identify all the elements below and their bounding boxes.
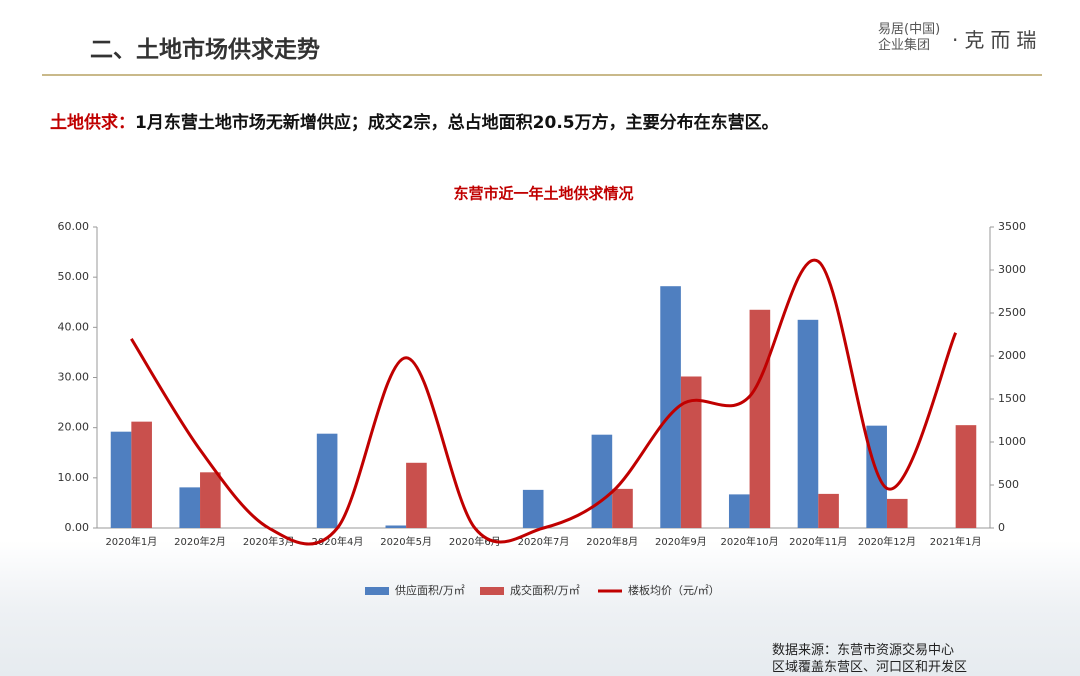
bar (728, 494, 750, 528)
x-tick-label: 2020年7月 (518, 535, 570, 548)
bar (591, 434, 613, 528)
y-tick-label: 40.00 (58, 320, 90, 333)
bar (316, 433, 338, 528)
legend-label: 成交面积/万㎡ (510, 583, 580, 597)
bar (612, 488, 633, 528)
y-tick-label: 20.00 (58, 421, 90, 434)
y2-tick-label: 2500 (998, 306, 1026, 319)
bar (522, 489, 544, 528)
bar (200, 472, 221, 528)
x-tick-label: 2020年5月 (380, 535, 432, 548)
x-tick-label: 2020年8月 (586, 535, 638, 548)
y2-tick-label: 1000 (998, 435, 1026, 448)
logo-text: 企业集团 (878, 38, 931, 53)
divider (42, 74, 1042, 76)
summary-text: 1月东营土地市场无新增供应；成交2宗，总占地面积20.5万方，主要分布在东营区。 (135, 113, 779, 133)
legend-swatch (365, 587, 389, 595)
x-tick-label: 2020年2月 (174, 535, 226, 548)
y-tick-label: 30.00 (58, 371, 90, 384)
bar (818, 493, 839, 528)
logo-brand: ·克而瑞 (952, 28, 1043, 52)
bar (385, 525, 407, 528)
bar (749, 309, 771, 528)
y-tick-label: 50.00 (58, 270, 90, 283)
bar (406, 462, 427, 528)
y2-tick-label: 1500 (998, 392, 1026, 405)
chart: 东营市近一年土地供求情况 0.00 10.00 20.00 30.00 40.00 50.0… (58, 185, 1027, 598)
legend-label: 楼板均价（元/㎡） (628, 583, 720, 597)
x-tick-label: 2020年9月 (655, 535, 707, 548)
x-tick-label: 2020年12月 (858, 535, 916, 548)
logo: 易居(中国) 企业集团 (878, 22, 940, 54)
header-title: 二、土地市场供求走势 (90, 37, 320, 63)
source: 数据来源：东营市资源交易中心 区域覆盖东营区、河口区和开发区 (772, 642, 967, 676)
bar (179, 487, 201, 528)
bar (131, 421, 152, 528)
y2-tick-label: 2000 (998, 349, 1026, 362)
bar (797, 319, 819, 528)
x-tick-label: 2020年10月 (720, 535, 778, 548)
summary: 土地供求：1月东营土地市场无新增供应；成交2宗，总占地面积20.5万方，主要分布… (50, 108, 779, 133)
x-tick-label: 2020年1月 (105, 535, 157, 548)
x-tick-label: 2020年11月 (789, 535, 847, 548)
bar (955, 425, 977, 528)
y-tick-label: 10.00 (58, 471, 90, 484)
legend-swatch (480, 587, 504, 595)
summary-label: 土地供求： (50, 113, 135, 133)
y2-tick-label: 0 (998, 521, 1005, 534)
bar (886, 498, 908, 528)
source-line: 区域覆盖东营区、河口区和开发区 (772, 660, 968, 675)
y2-tick-label: 3500 (998, 220, 1026, 233)
y2-tick-label: 500 (998, 478, 1019, 491)
bar (866, 425, 887, 528)
source-line: 数据来源：东营市资源交易中心 (772, 643, 955, 658)
bar (660, 286, 681, 528)
x-tick-label: 2020年3月 (243, 535, 295, 548)
x-tick-label: 2021年1月 (930, 535, 982, 548)
y2-tick-label: 3000 (998, 263, 1026, 276)
bar (110, 431, 132, 528)
chart-title: 东营市近一年土地供求情况 (453, 185, 633, 203)
logo-text: 易居(中国) (878, 22, 941, 37)
y-tick-label: 0.00 (65, 521, 90, 534)
y-tick-label: 60.00 (58, 220, 90, 233)
line (130, 258, 958, 546)
bar (680, 376, 702, 528)
legend-label: 供应面积/万㎡ (395, 583, 465, 597)
